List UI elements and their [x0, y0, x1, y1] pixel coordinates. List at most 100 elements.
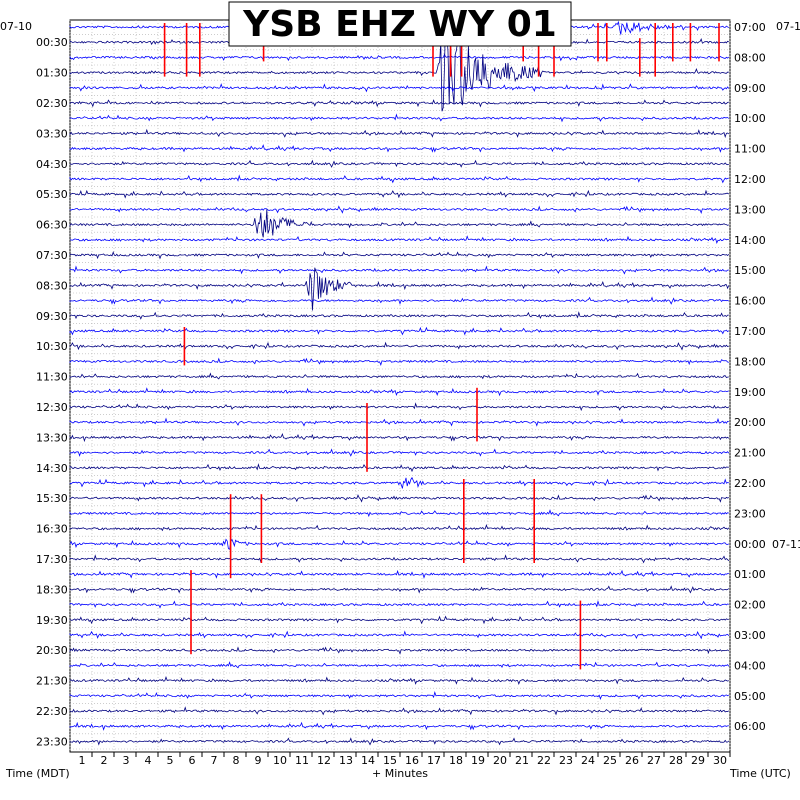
- right-time-label: 18:00: [734, 355, 766, 368]
- right-time-label: 15:00: [734, 264, 766, 277]
- x-tick-label: 11: [295, 754, 309, 767]
- x-tick-label: 2: [101, 754, 108, 767]
- x-tick-label: 17: [427, 754, 441, 767]
- x-tick-label: 20: [493, 754, 507, 767]
- x-tick-label: 18: [449, 754, 463, 767]
- trace-line: [69, 144, 730, 153]
- trace-line: [69, 494, 729, 503]
- trace-line: [69, 509, 729, 518]
- trace-line: [69, 372, 729, 380]
- title-box: [228, 1, 572, 47]
- right-time-label: 03:00: [734, 629, 766, 642]
- right-time-label: 09:00: [734, 82, 766, 95]
- left-time-label: 10:30: [36, 340, 68, 353]
- left-time-label: 20:30: [36, 644, 68, 657]
- trace-line: [69, 174, 729, 184]
- x-tick-label: 21: [515, 754, 529, 767]
- trace-line: [69, 357, 729, 366]
- right-date-change: 07-11: [772, 538, 800, 551]
- trace-line: [69, 569, 729, 579]
- right-time-label: 02:00: [734, 599, 766, 612]
- left-time-label: 22:30: [36, 705, 68, 718]
- x-tick-label: 30: [713, 754, 727, 767]
- trace-line: [69, 159, 729, 168]
- left-time-label: 09:30: [36, 310, 68, 323]
- trace-line: [69, 538, 730, 550]
- x-tick-label: 10: [273, 754, 287, 767]
- x-tick-label: 7: [211, 754, 218, 767]
- trace-line: [69, 235, 729, 245]
- trace-line: [69, 189, 730, 199]
- right-time-label: 13:00: [734, 203, 766, 216]
- x-tick-label: 3: [123, 754, 130, 767]
- left-time-label: 16:30: [36, 523, 68, 536]
- trace-line: [69, 585, 730, 594]
- left-time-label: 08:30: [36, 279, 68, 292]
- trace-line: [69, 113, 730, 123]
- trace-line: [69, 691, 730, 700]
- trace-line: [69, 676, 729, 686]
- trace-line: [69, 615, 729, 625]
- trace-line: [69, 402, 730, 412]
- clip-lines: [163, 23, 720, 670]
- trace-line: [69, 53, 730, 62]
- axis-labels: 00:30 01:30 02:30 03:30 04:30 05:30 06:30 07:30…: [36, 21, 800, 767]
- trace-line: [69, 432, 730, 443]
- left-time-label: 07:30: [36, 249, 68, 262]
- left-time-label: 19:30: [36, 614, 68, 627]
- x-tick-label: 25: [603, 754, 617, 767]
- x-tick-label: 6: [189, 754, 196, 767]
- right-time-label: 08:00: [734, 51, 766, 64]
- trace-line: [69, 630, 730, 640]
- right-time-label: 10:00: [734, 112, 766, 125]
- left-time-label: 04:30: [36, 158, 68, 171]
- x-tick-label: 9: [255, 754, 262, 767]
- trace-line: [69, 646, 730, 655]
- right-time-label: 19:00: [734, 386, 766, 399]
- trace-line: [69, 463, 729, 473]
- left-time-label: 11:30: [36, 371, 68, 384]
- trace-line: [69, 524, 730, 532]
- x-tick-label: 13: [339, 754, 353, 767]
- right-time-label: 22:00: [734, 477, 766, 490]
- x-tick-label: 24: [581, 754, 595, 767]
- right-time-label: 00:00: [734, 538, 766, 551]
- x-tick-label: 15: [383, 754, 397, 767]
- trace-line: [69, 326, 730, 336]
- trace-line: [69, 417, 729, 427]
- traces: [69, 19, 730, 746]
- left-time-label: 02:30: [36, 97, 68, 110]
- left-time-label: 21:30: [36, 675, 68, 688]
- right-time-label: 23:00: [734, 507, 766, 520]
- trace-line: [69, 265, 729, 275]
- left-time-label: 01:30: [36, 67, 68, 80]
- left-time-label: 23:30: [36, 735, 68, 748]
- left-time-label: 00:30: [36, 36, 68, 49]
- left-time-label: 03:30: [36, 127, 68, 140]
- x-axis-label: + Minutes: [372, 767, 428, 780]
- trace-line: [69, 19, 729, 112]
- x-tick-label: 8: [233, 754, 240, 767]
- right-time-label: 01:00: [734, 568, 766, 581]
- trace-line: [69, 128, 730, 139]
- right-time-label: 06:00: [734, 720, 766, 733]
- trace-line: [69, 737, 730, 746]
- x-tick-label: 29: [691, 754, 705, 767]
- right-time-label: 05:00: [734, 690, 766, 703]
- trace-line: [69, 311, 729, 320]
- x-tick-label: 19: [471, 754, 485, 767]
- left-time-label: 18:30: [36, 583, 68, 596]
- right-time-label: 07:00: [734, 21, 766, 34]
- right-time-label: 16:00: [734, 295, 766, 308]
- x-tick-label: 22: [537, 754, 551, 767]
- right-time-label: 20:00: [734, 416, 766, 429]
- left-time-label: 06:30: [36, 219, 68, 232]
- x-tick-label: 12: [317, 754, 331, 767]
- trace-line: [69, 554, 730, 564]
- grid: [69, 20, 731, 752]
- x-tick-label: 28: [669, 754, 683, 767]
- left-time-label: 12:30: [36, 401, 68, 414]
- trace-line: [69, 341, 729, 351]
- trace-line: [69, 721, 729, 731]
- trace-line: [69, 83, 730, 93]
